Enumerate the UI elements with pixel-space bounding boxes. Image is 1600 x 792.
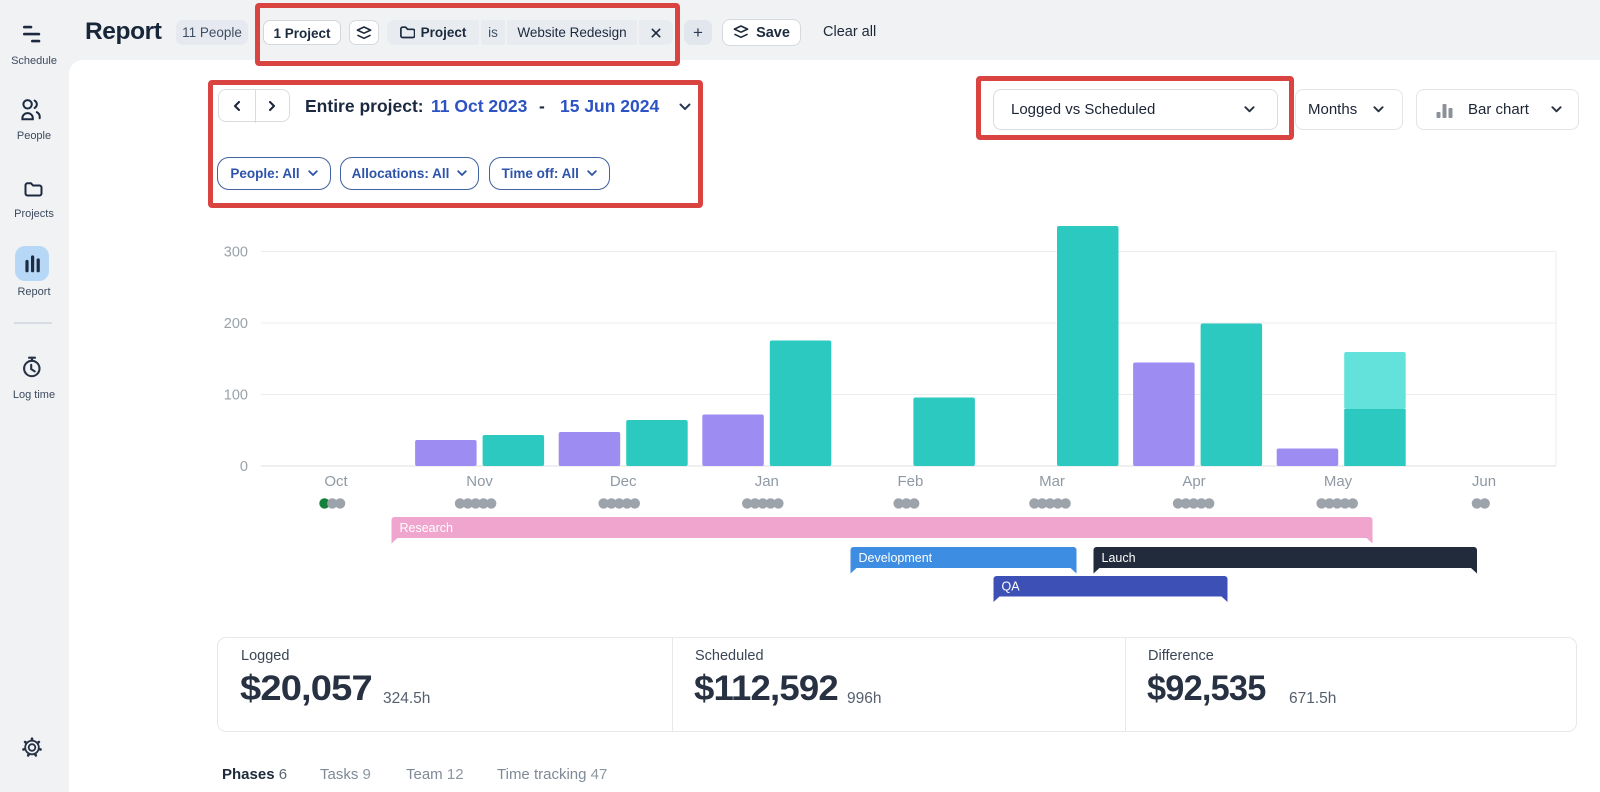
svg-text:QA: QA <box>1002 580 1021 594</box>
svg-text:Mar: Mar <box>1039 473 1065 490</box>
svg-text:Feb: Feb <box>897 473 923 490</box>
svg-text:Jan: Jan <box>755 473 779 490</box>
svg-text:Development: Development <box>859 551 933 565</box>
svg-text:Dec: Dec <box>610 473 637 490</box>
svg-text:100: 100 <box>224 388 248 404</box>
svg-text:Nov: Nov <box>466 473 493 490</box>
svg-text:May: May <box>1324 473 1353 490</box>
svg-text:Lauch: Lauch <box>1102 551 1136 565</box>
svg-text:0: 0 <box>240 459 248 475</box>
svg-text:200: 200 <box>224 316 248 332</box>
svg-text:Oct: Oct <box>324 473 348 490</box>
svg-text:300: 300 <box>224 245 248 261</box>
svg-text:Jun: Jun <box>1472 473 1496 490</box>
svg-text:Apr: Apr <box>1182 473 1205 490</box>
svg-text:Research: Research <box>400 521 454 535</box>
